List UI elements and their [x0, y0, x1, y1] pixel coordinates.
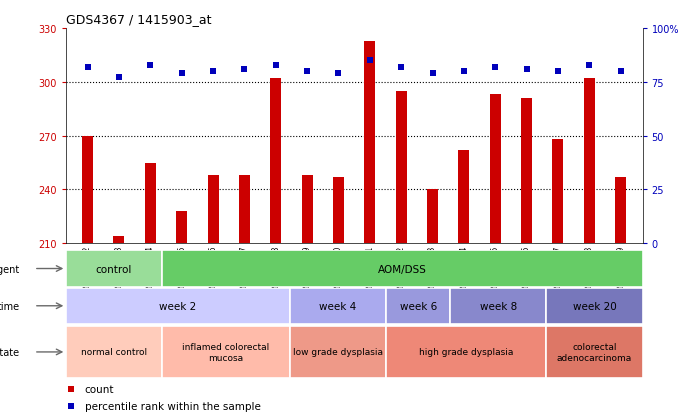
- Text: percentile rank within the sample: percentile rank within the sample: [85, 401, 261, 411]
- Bar: [584, 79, 595, 244]
- Bar: [547, 288, 643, 324]
- Bar: [386, 288, 451, 324]
- Text: colorectal
adenocarcinoma: colorectal adenocarcinoma: [557, 342, 632, 362]
- Bar: [364, 41, 375, 244]
- Text: high grade dysplasia: high grade dysplasia: [419, 348, 513, 356]
- Bar: [270, 79, 281, 244]
- Bar: [82, 136, 93, 244]
- Bar: [290, 288, 386, 324]
- Bar: [176, 211, 187, 244]
- Bar: [207, 176, 218, 244]
- Text: week 20: week 20: [573, 301, 616, 311]
- Bar: [162, 251, 643, 287]
- Text: time: time: [0, 301, 19, 311]
- Bar: [458, 151, 469, 244]
- Bar: [427, 190, 438, 244]
- Bar: [239, 176, 250, 244]
- Bar: [451, 288, 547, 324]
- Bar: [553, 140, 563, 244]
- Bar: [66, 251, 162, 287]
- Bar: [66, 326, 162, 378]
- Text: count: count: [85, 384, 114, 394]
- Bar: [547, 326, 643, 378]
- Bar: [290, 326, 386, 378]
- Text: GDS4367 / 1415903_at: GDS4367 / 1415903_at: [66, 13, 211, 26]
- Text: week 6: week 6: [399, 301, 437, 311]
- Bar: [386, 326, 547, 378]
- Text: inflamed colorectal
mucosa: inflamed colorectal mucosa: [182, 342, 269, 362]
- Bar: [113, 237, 124, 244]
- Text: normal control: normal control: [81, 348, 146, 356]
- Bar: [396, 92, 407, 244]
- Text: low grade dysplasia: low grade dysplasia: [293, 348, 383, 356]
- Text: week 2: week 2: [159, 301, 196, 311]
- Text: agent: agent: [0, 264, 19, 274]
- Bar: [145, 163, 155, 244]
- Text: control: control: [95, 264, 132, 274]
- Text: week 4: week 4: [319, 301, 357, 311]
- Text: AOM/DSS: AOM/DSS: [378, 264, 426, 274]
- Bar: [162, 326, 290, 378]
- Bar: [490, 95, 501, 244]
- Text: week 8: week 8: [480, 301, 517, 311]
- Bar: [615, 178, 626, 244]
- Text: disease state: disease state: [0, 347, 19, 357]
- Bar: [333, 178, 344, 244]
- Bar: [301, 176, 312, 244]
- Bar: [66, 288, 290, 324]
- Bar: [521, 99, 532, 244]
